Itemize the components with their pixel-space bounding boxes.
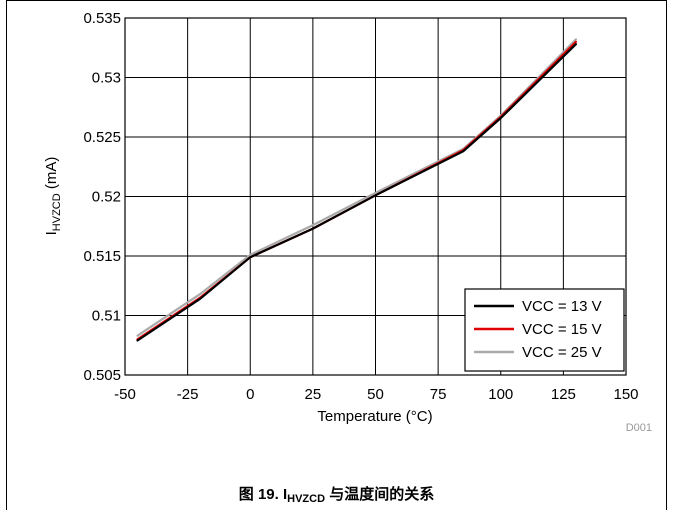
frame-left-border: [6, 0, 7, 510]
caption-subscript: HVZCD: [287, 493, 326, 505]
y-axis-label-sub: HVZCD: [51, 193, 63, 231]
line-chart: -50 -25 0 25 50 75 100 125 150 0.5050.510.5150.5…: [43, 10, 652, 434]
legend-label-vcc15: VCC = 15 V: [522, 321, 602, 338]
frame-right-border: [666, 0, 667, 510]
series-line-vcc-13-v: [136, 43, 578, 342]
x-tick-label: 150: [613, 386, 638, 403]
x-tick-labels: -50 -25 0 25 50 75 100 125 150: [114, 386, 638, 403]
x-tick-label: 25: [305, 386, 322, 403]
y-tick-label: 0.515: [83, 248, 121, 265]
y-axis-label-unit: (mA): [43, 157, 60, 194]
frame-top-border: [6, 0, 667, 1]
y-tick-labels: 0.505 0.51 0.515 0.52 0.525 0.53 0.535: [83, 10, 121, 384]
caption-prefix: 图 19. I: [238, 486, 288, 503]
x-axis-label: Temperature (°C): [317, 408, 432, 425]
legend-label-vcc13: VCC = 13 V: [522, 298, 602, 315]
y-tick-label: 0.52: [92, 189, 121, 206]
x-tick-label: 75: [430, 386, 447, 403]
figure-code-label: D001: [626, 422, 652, 434]
legend: VCC = 13 V VCC = 15 V VCC = 25 V: [464, 288, 625, 372]
x-tick-label: 125: [551, 386, 576, 403]
x-tick-label: -50: [114, 386, 136, 403]
y-axis-label-main: I: [43, 231, 60, 235]
series-group: [136, 38, 578, 342]
x-tick-label: 100: [488, 386, 513, 403]
figure-caption: 图 19. IHVZCD 与温度间的关系: [0, 483, 673, 505]
legend-label-vcc25: VCC = 25 V: [522, 344, 602, 361]
y-axis-label: IHVZCD (mA): [43, 157, 63, 236]
y-tick-label: 0.535: [83, 10, 121, 27]
x-tick-label: 50: [367, 386, 384, 403]
y-tick-label: 0.51: [92, 308, 121, 325]
y-tick-label: 0.505: [83, 367, 121, 384]
caption-suffix: 与温度间的关系: [325, 486, 435, 503]
x-tick-label: -25: [177, 386, 199, 403]
y-tick-label: 0.53: [92, 70, 121, 87]
plot-border: [124, 17, 627, 376]
y-tick-label: 0.525: [83, 129, 121, 146]
x-tick-label: 0: [246, 386, 254, 403]
